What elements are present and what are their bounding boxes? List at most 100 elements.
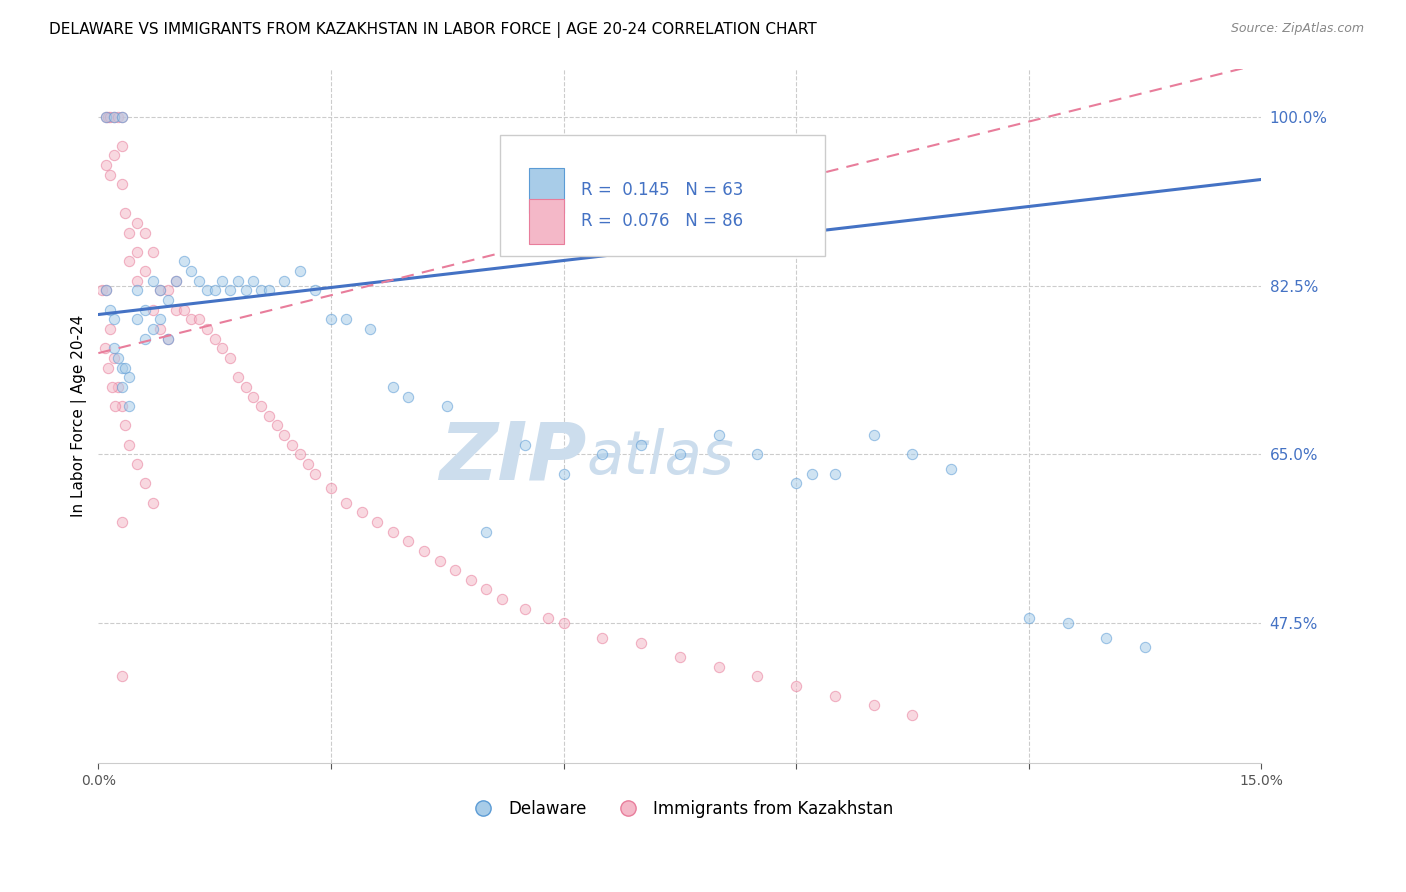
Point — [335, 312, 357, 326]
Point — [491, 592, 513, 607]
Point — [553, 467, 575, 481]
Point — [319, 481, 342, 495]
Point — [250, 399, 273, 413]
Point — [157, 332, 180, 346]
Point — [460, 573, 482, 587]
Point — [110, 515, 132, 529]
Point — [165, 274, 187, 288]
Point — [226, 370, 249, 384]
Point — [118, 226, 141, 240]
Point — [110, 380, 132, 394]
Point — [204, 332, 226, 346]
Point — [359, 322, 381, 336]
Point — [110, 399, 132, 413]
Point — [118, 399, 141, 413]
Text: ZIP: ZIP — [440, 418, 586, 497]
Point — [273, 274, 295, 288]
Point — [149, 284, 172, 298]
Point — [142, 274, 165, 288]
Point — [335, 496, 357, 510]
Point — [747, 447, 769, 461]
Point — [134, 332, 156, 346]
Point — [281, 438, 304, 452]
Point — [107, 380, 129, 394]
Point — [173, 254, 195, 268]
Point — [98, 168, 121, 182]
Point — [319, 312, 342, 326]
Point — [553, 616, 575, 631]
Point — [180, 264, 202, 278]
Point — [173, 302, 195, 317]
Point — [382, 524, 405, 539]
Point — [288, 447, 311, 461]
Point — [630, 635, 652, 649]
Point — [429, 553, 451, 567]
Point — [824, 689, 846, 703]
Point — [165, 274, 187, 288]
Point — [862, 428, 884, 442]
Point — [350, 505, 373, 519]
Point — [257, 284, 280, 298]
Point — [824, 467, 846, 481]
Point — [188, 312, 211, 326]
Point — [97, 360, 120, 375]
Point — [149, 312, 172, 326]
Point — [591, 447, 613, 461]
Text: Source: ZipAtlas.com: Source: ZipAtlas.com — [1230, 22, 1364, 36]
Point — [1095, 631, 1118, 645]
Point — [211, 274, 233, 288]
Point — [513, 438, 536, 452]
Point — [1056, 616, 1078, 631]
Point — [149, 322, 172, 336]
Point — [436, 399, 458, 413]
Point — [288, 264, 311, 278]
Point — [97, 110, 120, 124]
Point — [134, 476, 156, 491]
Point — [98, 110, 121, 124]
Point — [127, 216, 149, 230]
Point — [127, 284, 149, 298]
Point — [110, 110, 132, 124]
Point — [110, 178, 132, 192]
Point — [1018, 611, 1040, 625]
Point — [127, 312, 149, 326]
Point — [630, 438, 652, 452]
Text: R =  0.145   N = 63: R = 0.145 N = 63 — [581, 181, 744, 199]
Point — [142, 244, 165, 259]
Point — [142, 496, 165, 510]
Point — [382, 380, 405, 394]
Point — [180, 312, 202, 326]
Point — [93, 341, 115, 355]
Text: DELAWARE VS IMMIGRANTS FROM KAZAKHSTAN IN LABOR FORCE | AGE 20-24 CORRELATION CH: DELAWARE VS IMMIGRANTS FROM KAZAKHSTAN I… — [49, 22, 817, 38]
Point — [110, 360, 132, 375]
Point — [707, 659, 730, 673]
Point — [475, 582, 498, 597]
Point — [800, 467, 823, 481]
Point — [114, 360, 136, 375]
Point — [134, 226, 156, 240]
Point — [669, 447, 692, 461]
Point — [91, 284, 114, 298]
Point — [107, 351, 129, 365]
Point — [195, 284, 218, 298]
Point — [475, 524, 498, 539]
Point — [157, 332, 180, 346]
Point — [149, 284, 172, 298]
Point — [219, 351, 242, 365]
Point — [103, 351, 125, 365]
Legend: Delaware, Immigrants from Kazakhstan: Delaware, Immigrants from Kazakhstan — [460, 793, 900, 824]
Point — [901, 447, 924, 461]
Point — [250, 284, 273, 298]
Point — [127, 244, 149, 259]
Bar — [529, 199, 564, 244]
Point — [204, 284, 226, 298]
Point — [94, 110, 117, 124]
Point — [669, 650, 692, 665]
Text: atlas: atlas — [586, 428, 735, 487]
Point — [157, 284, 180, 298]
Point — [273, 428, 295, 442]
Point — [94, 284, 117, 298]
Point — [94, 110, 117, 124]
Point — [107, 110, 129, 124]
Point — [941, 462, 963, 476]
